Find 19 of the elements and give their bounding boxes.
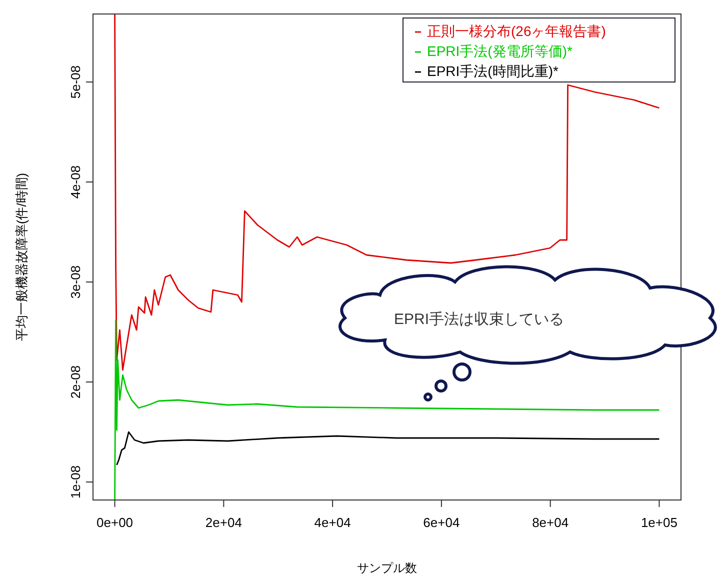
line-series [116, 431, 660, 466]
y-tick-label: 3e-08 [68, 265, 83, 299]
line-series [114, 13, 660, 371]
y-tick-label: 1e-08 [68, 465, 83, 499]
x-tick-label: 1e+05 [640, 515, 678, 530]
x-tick-label: 2e+04 [205, 515, 242, 530]
legend-label: EPRI手法(発電所等価)* [427, 43, 573, 59]
y-tick-label: 5e-08 [68, 65, 83, 99]
annotation: EPRI手法は収束している [394, 311, 564, 328]
legend-label: EPRI手法(時間比重)* [427, 63, 559, 79]
x-tick-label: 4e+04 [314, 515, 351, 530]
y-tick-label: 2e-08 [68, 365, 83, 399]
y-axis-title: 平均一般機器故障率(件/時間) [14, 172, 29, 342]
x-axis-title: サンプル数 [357, 561, 417, 574]
x-tick-label: 6e+04 [423, 515, 460, 530]
y-tick-label: 4e-08 [68, 165, 83, 199]
legend-label: 正則一様分布(26ヶ年報告書) [427, 23, 606, 39]
x-tick-label: 8e+04 [532, 515, 569, 530]
x-tick-label: 0e+00 [96, 515, 134, 530]
